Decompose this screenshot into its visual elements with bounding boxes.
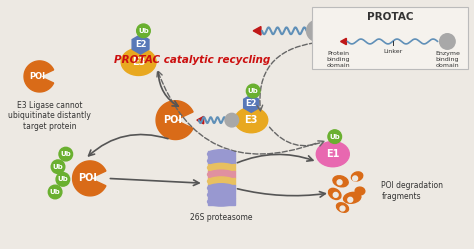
Text: Ub: Ub	[138, 28, 149, 34]
Polygon shape	[132, 35, 149, 54]
Text: Linker: Linker	[383, 49, 402, 54]
Circle shape	[59, 147, 73, 161]
Circle shape	[225, 113, 238, 127]
Text: Ub: Ub	[60, 151, 71, 157]
Ellipse shape	[208, 184, 235, 192]
Text: Protein
binding
domain: Protein binding domain	[327, 51, 350, 68]
Text: PROTAC catalytic recycling: PROTAC catalytic recycling	[114, 55, 270, 65]
Circle shape	[51, 160, 65, 174]
Ellipse shape	[337, 203, 348, 212]
Polygon shape	[156, 101, 193, 139]
Text: Ub: Ub	[329, 134, 340, 140]
Bar	[208, 158, 235, 164]
Ellipse shape	[208, 170, 235, 179]
Ellipse shape	[121, 48, 156, 75]
Text: POI: POI	[29, 72, 46, 81]
Circle shape	[307, 20, 328, 42]
Text: E2: E2	[246, 99, 257, 108]
Ellipse shape	[208, 190, 235, 199]
Circle shape	[353, 176, 357, 181]
Bar	[208, 151, 235, 158]
Ellipse shape	[208, 163, 235, 172]
Text: 26S proteasome: 26S proteasome	[190, 213, 252, 222]
Bar	[208, 164, 235, 171]
Text: Ub: Ub	[53, 164, 64, 170]
Circle shape	[328, 130, 342, 143]
Text: Ub: Ub	[50, 189, 61, 195]
Polygon shape	[340, 38, 346, 45]
Circle shape	[340, 206, 345, 211]
Bar	[208, 171, 235, 178]
Ellipse shape	[208, 177, 235, 186]
Ellipse shape	[316, 141, 349, 167]
Text: E3 Ligase cannot
ubiquitinate distantly
target protein: E3 Ligase cannot ubiquitinate distantly …	[8, 101, 91, 130]
Text: Ub: Ub	[57, 176, 68, 182]
Circle shape	[246, 84, 260, 98]
Text: E1: E1	[326, 149, 339, 159]
Polygon shape	[73, 161, 106, 196]
Bar	[208, 191, 235, 198]
Ellipse shape	[328, 188, 341, 199]
Bar	[208, 178, 235, 185]
Text: Enzyme
binding
domain: Enzyme binding domain	[435, 51, 460, 68]
Circle shape	[333, 192, 338, 197]
Text: E2: E2	[135, 40, 146, 49]
Ellipse shape	[208, 157, 235, 165]
Text: Ub: Ub	[248, 88, 258, 94]
Circle shape	[337, 180, 342, 185]
Text: PROTAC: PROTAC	[367, 12, 413, 22]
Circle shape	[348, 197, 353, 202]
Bar	[208, 198, 235, 205]
Text: POI: POI	[78, 173, 97, 183]
Polygon shape	[253, 27, 261, 35]
Polygon shape	[24, 61, 54, 92]
Ellipse shape	[208, 150, 235, 158]
Bar	[208, 185, 235, 191]
Text: POI degradation
fragments: POI degradation fragments	[382, 181, 443, 201]
Text: E3: E3	[132, 57, 146, 67]
Circle shape	[137, 24, 150, 38]
Ellipse shape	[333, 176, 348, 187]
Ellipse shape	[344, 192, 361, 203]
Text: E3: E3	[245, 115, 258, 125]
Ellipse shape	[235, 108, 268, 133]
Polygon shape	[197, 116, 204, 124]
Text: POI: POI	[163, 115, 182, 125]
Ellipse shape	[355, 187, 365, 195]
Circle shape	[56, 173, 70, 186]
Polygon shape	[244, 95, 259, 112]
Circle shape	[439, 34, 455, 49]
Ellipse shape	[208, 197, 235, 206]
FancyBboxPatch shape	[312, 6, 468, 69]
Circle shape	[48, 185, 62, 199]
Ellipse shape	[351, 172, 363, 181]
